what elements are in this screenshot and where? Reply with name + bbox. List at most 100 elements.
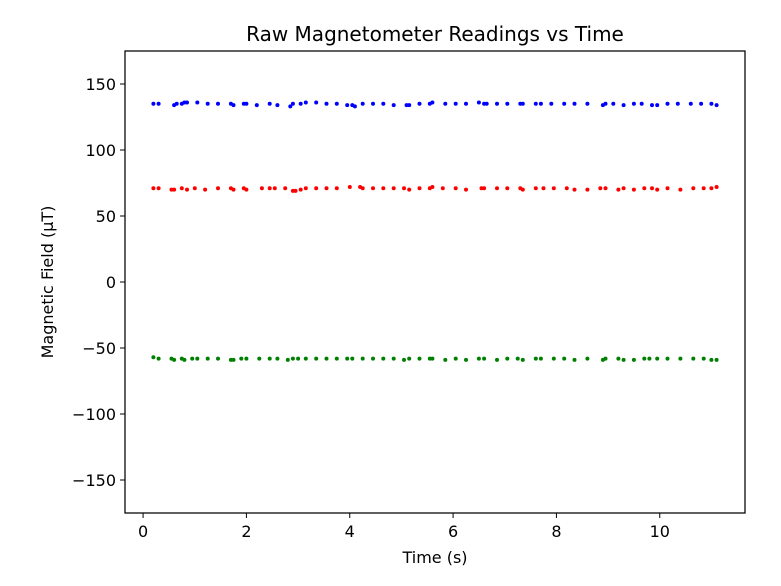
y-tick-label: −100: [72, 405, 116, 424]
series-1-point: [334, 186, 339, 191]
series-2-point: [482, 356, 487, 361]
chart-title: Raw Magnetometer Readings vs Time: [246, 22, 624, 46]
series-2-point: [407, 356, 412, 361]
series-1-point: [231, 187, 236, 192]
series-1-point: [324, 186, 329, 191]
series-1-point: [244, 187, 249, 192]
series-1-point: [185, 187, 189, 192]
series-0-point: [520, 101, 525, 106]
series-0-point: [156, 101, 161, 106]
series-2-point: [551, 356, 556, 361]
series-2-point: [701, 356, 706, 361]
series-2-point: [533, 356, 538, 361]
series-2-point: [520, 357, 525, 362]
series-0-point: [288, 104, 293, 109]
series-0-point: [231, 103, 236, 108]
series-1-point: [572, 187, 577, 192]
series-0-point: [562, 101, 567, 106]
series-1-point: [314, 186, 319, 191]
series-1-point: [440, 186, 445, 191]
series-0-point: [655, 103, 660, 108]
x-tick-label: 10: [650, 522, 670, 541]
series-2-point: [296, 356, 301, 361]
series-2-point: [585, 356, 590, 361]
series-1-point: [407, 187, 412, 192]
series-1-point: [541, 186, 546, 191]
series-0-point: [484, 101, 489, 106]
series-2-point: [244, 356, 249, 361]
y-ticks: −150 −100 −50 0 50 100 150: [72, 75, 125, 490]
series-0-point: [254, 103, 259, 108]
series-1-point: [267, 186, 272, 191]
series-1-point: [650, 186, 654, 191]
x-tick-label: 4: [345, 522, 355, 541]
series-1-point: [678, 187, 683, 192]
series-0-point: [621, 103, 626, 108]
series-0-point: [709, 101, 714, 106]
series-0-point: [533, 101, 538, 106]
series-1-point: [616, 187, 621, 192]
series-1-point: [551, 186, 556, 191]
series-1-point: [520, 187, 525, 192]
y-tick-label: 100: [85, 141, 116, 160]
series-0-point: [381, 101, 386, 106]
series-0-point: [334, 101, 339, 106]
series-0-point: [631, 101, 636, 106]
series-0-point: [495, 101, 499, 106]
series-2-point: [430, 356, 435, 361]
series-2-point: [642, 356, 647, 361]
y-tick-label: 50: [96, 207, 116, 226]
series-2-point: [443, 357, 448, 362]
series-0-point: [443, 101, 448, 106]
series-0-point: [407, 103, 412, 108]
series-1-point: [665, 186, 670, 191]
series-0-point: [464, 101, 468, 106]
series-1-point: [192, 186, 197, 191]
series-1-point: [642, 186, 647, 191]
series-0-point: [360, 101, 365, 106]
series-0-point: [205, 101, 210, 106]
series-0-point: [216, 101, 220, 106]
series-0-point: [505, 101, 510, 106]
series-2-point: [476, 356, 481, 361]
series-2-point: [195, 356, 200, 361]
series-1-point: [179, 186, 184, 191]
series-0-point: [267, 101, 272, 106]
x-tick-label: 6: [448, 522, 458, 541]
series-2-point: [515, 356, 520, 361]
y-tick-label: 0: [106, 273, 116, 292]
series-2-point: [290, 356, 295, 361]
series-1-point: [631, 187, 636, 192]
series-2-point: [495, 357, 499, 362]
series-2-point: [345, 356, 350, 361]
series-0-point: [453, 101, 458, 106]
series-1-point: [585, 187, 590, 192]
series-2-point: [216, 356, 220, 361]
series-2-point: [402, 357, 406, 362]
series-0-point: [611, 101, 616, 106]
series-1-point: [272, 186, 277, 191]
series-0-point: [185, 100, 189, 105]
series-0-point: [151, 101, 156, 106]
series-2-point: [239, 356, 244, 361]
series-1-point: [381, 186, 386, 191]
series-1-point: [156, 186, 161, 191]
series-0-point: [476, 100, 481, 105]
series-0-point: [275, 103, 280, 108]
series-1-point: [482, 186, 487, 191]
series-0-point: [371, 101, 375, 106]
series-0-point: [650, 103, 654, 108]
series-2-point: [360, 356, 365, 361]
series-0-point: [314, 100, 319, 105]
series-1-point: [453, 186, 458, 191]
x-axis-label: Time (s): [401, 548, 467, 567]
series-2-point: [371, 356, 375, 361]
series-2-point: [647, 356, 652, 361]
series-2-point: [205, 356, 210, 361]
series-1-point: [347, 185, 352, 189]
series-1-point: [216, 186, 220, 191]
series-1-point: [172, 187, 177, 192]
series-2-point: [417, 356, 422, 361]
series-1-point: [360, 186, 365, 191]
plot-points: [151, 100, 719, 362]
